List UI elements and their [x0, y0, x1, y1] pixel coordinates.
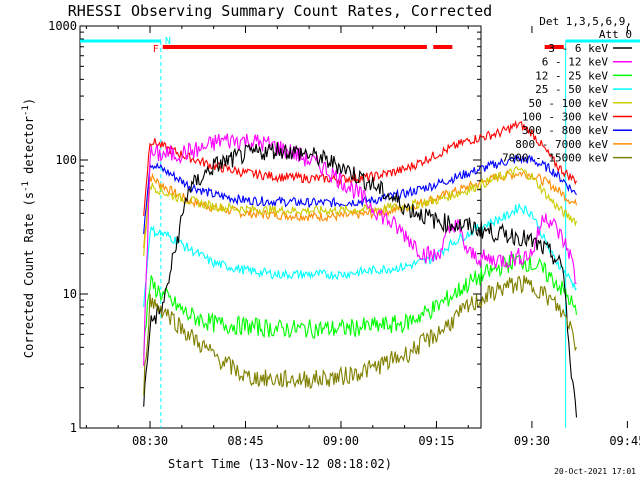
chart-title: RHESSI Observing Summary Count Rates, Co… [68, 2, 492, 20]
y-axis: 1 10 100 1000 [48, 19, 481, 435]
legend-header-line1: Det 1,3,5,6,9, [539, 15, 632, 28]
y-tick-label-100: 100 [55, 153, 77, 167]
series-line-7000-15000-kev [143, 275, 577, 396]
legend-label-300-800-kev: 300 - 800 keV [522, 124, 608, 137]
series-line-50-100-kev [143, 166, 578, 256]
y-tick-label-1: 1 [70, 421, 77, 435]
x-tick-label-08-30: 08:30 [132, 434, 168, 448]
x-axis: 08:30 08:45 09:00 09:15 09:30 09:45 [85, 26, 640, 448]
legend-label-800-7000-kev: 800 - 7000 keV [515, 138, 608, 151]
flag-label-n: N [165, 36, 171, 47]
series-line-6-12-kev [143, 133, 577, 366]
x-tick-label-09-30: 09:30 [514, 434, 550, 448]
plot-area: NF 08:30 08:45 09:00 09:15 09:30 09:45 1 10 100… [48, 19, 640, 448]
y-tick-label-10: 10 [63, 287, 77, 301]
legend-label-50-100-kev: 50 - 100 keV [529, 97, 609, 110]
legend-header-line2: Att 0 [599, 28, 632, 41]
legend-label-3-6-kev: 3 - 6 keV [548, 42, 608, 55]
legend-label-100-300-kev: 100 - 300 keV [522, 111, 608, 124]
legend-label-12-25-kev: 12 - 25 keV [535, 69, 608, 82]
series-layer [143, 119, 578, 418]
series-line-25-50-kev [143, 202, 577, 308]
flag-label-f: F [153, 44, 159, 55]
x-tick-label-09-15: 09:15 [418, 434, 454, 448]
legend-label-7000-15000-kev: 7000 - 15000 keV [502, 152, 608, 165]
footer-date: 20-Oct-2021 17:01 [554, 467, 636, 476]
legend-label-25-50-kev: 25 - 50 keV [535, 83, 608, 96]
y-axis-label: Corrected Count Rate (s-1 detector-1) [21, 98, 36, 358]
y-tick-label-1000: 1000 [48, 19, 77, 33]
series-line-300-800-kev [143, 154, 577, 234]
legend-label-6-12-kev: 6 - 12 keV [542, 56, 609, 69]
x-tick-label-09-00: 09:00 [323, 434, 359, 448]
series-line-3-6-kev [143, 142, 578, 418]
series-line-12-25-kev [143, 253, 578, 356]
x-tick-label-09-45: 09:45 [609, 434, 640, 448]
x-tick-label-08-45: 08:45 [227, 434, 263, 448]
flags-layer: NF [80, 36, 640, 428]
series-line-100-300-kev [143, 119, 577, 216]
x-axis-label: Start Time (13-Nov-12 08:18:02) [168, 457, 392, 471]
